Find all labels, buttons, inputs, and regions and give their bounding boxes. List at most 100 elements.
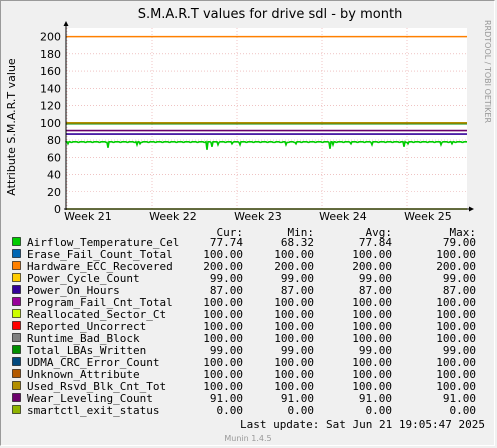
legend-header-avg: Avg: <box>366 226 393 239</box>
legend-swatch <box>12 261 21 270</box>
legend-avg: 77.84 <box>359 236 392 249</box>
x-tick-labels: Week 21 Week 22 Week 23 Week 24 Week 25 <box>64 210 452 223</box>
legend-avg: 99.00 <box>359 272 392 285</box>
axes <box>63 21 474 212</box>
legend-label: Runtime_Bad_Block <box>27 332 140 345</box>
legend-cur: 91.00 <box>210 392 243 405</box>
y-axis-label: Attribute S.M.A.R.T value <box>5 58 18 196</box>
legend-max: 100.00 <box>436 368 476 381</box>
legend-avg: 200.00 <box>352 260 392 273</box>
legend-item: Erase_Fail_Count_Total 100.00 100.00 100.00… <box>12 248 476 261</box>
legend-item: Power_On_Hours 87.00 87.00 87.00 87.00 <box>12 284 476 297</box>
legend-max: 87.00 <box>443 284 476 297</box>
legend-min: 100.00 <box>274 368 314 381</box>
x-tick-label: Week 25 <box>404 210 452 223</box>
legend-min: 100.00 <box>274 296 314 309</box>
plot-area <box>66 28 467 209</box>
legend-item: Reallocated_Sector_Ct 100.00 100.00 100.00 1… <box>12 308 476 321</box>
y-tick-label: 180 <box>40 48 61 61</box>
legend-label: UDMA_CRC_Error_Count <box>27 356 159 369</box>
last-update: Last update: Sat Jun 21 19:05:47 2025 <box>240 418 485 431</box>
legend-max: 100.00 <box>436 320 476 333</box>
legend-max: 200.00 <box>436 260 476 273</box>
legend-max: 100.00 <box>436 380 476 393</box>
legend-min: 100.00 <box>274 332 314 345</box>
legend-label: Airflow_Temperature_Cel <box>27 236 179 249</box>
legend-max: 100.00 <box>436 248 476 261</box>
legend-max: 100.00 <box>436 308 476 321</box>
legend-item: Used_Rsvd_Blk_Cnt_Tot 100.00 100.00 100.00 1… <box>12 380 476 393</box>
legend-avg: 0.00 <box>366 404 393 417</box>
legend-avg: 100.00 <box>352 308 392 321</box>
legend-min: 87.00 <box>281 284 314 297</box>
y-tick-label: 40 <box>47 169 61 182</box>
legend-swatch <box>12 285 21 294</box>
legend-cur: 100.00 <box>203 248 243 261</box>
legend-avg: 100.00 <box>352 368 392 381</box>
legend-swatch <box>12 273 21 282</box>
legend-cur: 87.00 <box>210 284 243 297</box>
legend-item: Power_Cycle_Count 99.00 99.00 99.00 99.00 <box>12 272 476 285</box>
legend-avg: 100.00 <box>352 320 392 333</box>
x-tick-label: Week 22 <box>149 210 197 223</box>
legend: Airflow_Temperature_Cel 77.74 68.32 77.84 79… <box>12 236 477 417</box>
y-tick-labels: 0 20 40 60 80 100 120 140 160 180 200 <box>40 31 61 216</box>
legend-cur: 0.00 <box>217 404 244 417</box>
legend-avg: 91.00 <box>359 392 392 405</box>
legend-min: 100.00 <box>274 308 314 321</box>
legend-label: Unknown_Attribute <box>27 368 140 381</box>
legend-label: Reallocated_Sector_Ct <box>27 308 166 321</box>
legend-label: Hardware_ECC_Recovered <box>27 260 173 273</box>
legend-min: 91.00 <box>281 392 314 405</box>
legend-label: Total_LBAs_Written <box>27 344 146 357</box>
legend-min: 68.32 <box>281 236 314 249</box>
legend-max: 0.00 <box>450 404 477 417</box>
legend-avg: 100.00 <box>352 332 392 345</box>
y-tick-label: 100 <box>40 117 61 130</box>
legend-item: Program_Fail_Cnt_Total 100.00 100.00 100.00… <box>12 296 476 309</box>
legend-swatch <box>12 369 21 378</box>
legend-swatch <box>12 357 21 366</box>
legend-cur: 100.00 <box>203 380 243 393</box>
legend-cur: 100.00 <box>203 332 243 345</box>
y-tick-label: 60 <box>47 151 61 164</box>
legend-cur: 100.00 <box>203 320 243 333</box>
y-tick-label: 0 <box>54 203 61 216</box>
legend-avg: 87.00 <box>359 284 392 297</box>
legend-cur: 100.00 <box>203 296 243 309</box>
legend-swatch <box>12 309 21 318</box>
legend-min: 99.00 <box>281 272 314 285</box>
legend-header-min: Min: <box>288 226 315 239</box>
legend-item: Hardware_ECC_Recovered 200.00 200.00 200.00… <box>12 260 476 273</box>
x-tick-label: Week 23 <box>234 210 282 223</box>
legend-max: 79.00 <box>443 236 476 249</box>
y-tick-label: 200 <box>40 31 61 44</box>
legend-label: Power_Cycle_Count <box>27 272 140 285</box>
legend-cur: 200.00 <box>203 260 243 273</box>
y-tick-label: 160 <box>40 65 61 78</box>
y-tick-label: 20 <box>47 186 61 199</box>
legend-label: Program_Fail_Cnt_Total <box>27 296 173 309</box>
legend-item: Wear_Leveling_Count 91.00 91.00 91.00 91.00 <box>12 392 476 405</box>
y-tick-label: 120 <box>40 100 61 113</box>
legend-cur: 100.00 <box>203 308 243 321</box>
legend-label: Wear_Leveling_Count <box>27 392 153 405</box>
legend-avg: 100.00 <box>352 296 392 309</box>
legend-avg: 100.00 <box>352 248 392 261</box>
y-tick-label: 80 <box>47 134 61 147</box>
legend-min: 100.00 <box>274 380 314 393</box>
legend-avg: 100.00 <box>352 356 392 369</box>
legend-min: 0.00 <box>288 404 315 417</box>
legend-item: Reported_Uncorrect 100.00 100.00 100.00 100.… <box>12 320 476 333</box>
legend-min: 100.00 <box>274 356 314 369</box>
legend-cur: 100.00 <box>203 356 243 369</box>
legend-label: smartctl_exit_status <box>27 404 159 417</box>
legend-item: Runtime_Bad_Block 100.00 100.00 100.00 100.0… <box>12 332 476 345</box>
x-axis-arrow <box>469 206 474 212</box>
legend-headers: Cur: Min: Avg: Max: <box>217 226 477 239</box>
legend-swatch <box>12 249 21 258</box>
legend-header-max: Max: <box>450 226 477 239</box>
legend-cur: 99.00 <box>210 344 243 357</box>
legend-cur: 99.00 <box>210 272 243 285</box>
legend-max: 100.00 <box>436 332 476 345</box>
